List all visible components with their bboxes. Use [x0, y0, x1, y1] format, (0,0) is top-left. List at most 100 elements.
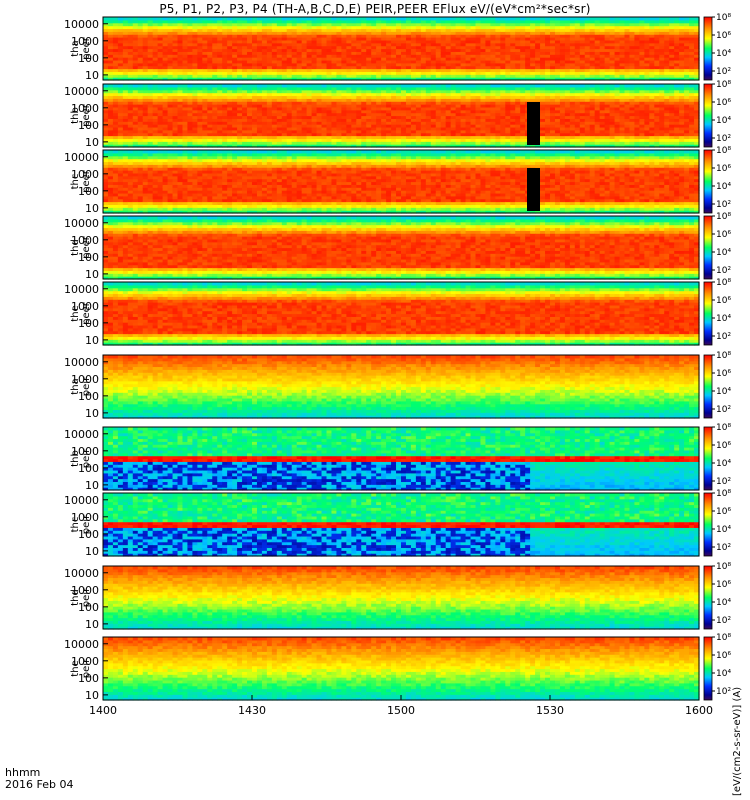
- spectrogram-cell: [266, 71, 273, 75]
- spectrogram-cell: [495, 22, 501, 27]
- spectrogram-cell: [495, 84, 501, 88]
- spectrogram-cell: [654, 17, 660, 21]
- spectrogram-cell: [614, 62, 621, 67]
- spectrogram-cell: [505, 45, 511, 50]
- spectrogram-cell: [172, 51, 179, 55]
- spectrogram-cell: [237, 77, 243, 81]
- spectrogram-cell: [391, 22, 397, 27]
- spectrogram-cell: [256, 31, 263, 35]
- spectrogram-cell: [281, 39, 288, 44]
- spectrogram-cell: [475, 25, 482, 30]
- spectrogram-cell: [227, 28, 233, 32]
- spectrogram-cell: [540, 39, 546, 44]
- spectrogram-cell: [505, 17, 511, 21]
- spectrogram-cell: [475, 22, 482, 27]
- spectrogram-cell: [266, 19, 273, 24]
- spectrogram-cell: [604, 59, 611, 64]
- spectrogram-cell: [182, 39, 189, 44]
- spectrogram-cell: [306, 62, 313, 67]
- spectrogram-cell: [306, 39, 313, 44]
- spectrogram-cell: [301, 65, 308, 70]
- spectrogram-cell: [331, 22, 338, 27]
- spectrogram-cell: [306, 31, 313, 35]
- spectrogram-cell: [604, 84, 611, 88]
- spectrogram-cell: [281, 37, 288, 41]
- spectrogram-cell: [212, 42, 218, 47]
- spectrogram-cell: [376, 42, 382, 47]
- spectrogram-cell: [107, 22, 114, 27]
- spectrogram-cell: [351, 62, 357, 67]
- spectrogram-cell: [535, 37, 541, 41]
- spectrogram-cell: [172, 68, 179, 73]
- spectrogram-cell: [142, 45, 149, 50]
- spectrogram-cell: [326, 62, 333, 67]
- spectrogram-cell: [232, 68, 238, 73]
- spectrogram-cell: [212, 45, 218, 50]
- spectrogram-cell: [535, 25, 541, 30]
- spectrogram-cell: [316, 84, 323, 88]
- spectrogram-cell: [137, 39, 144, 44]
- spectrogram-cell: [584, 22, 591, 27]
- spectrogram-cell: [545, 25, 551, 30]
- spectrogram-cell: [639, 22, 645, 27]
- spectrogram-cell: [311, 62, 318, 67]
- spectrogram-cell: [217, 22, 223, 27]
- spectrogram-cell: [152, 34, 159, 38]
- spectrogram-cell: [391, 84, 397, 88]
- spectrogram-cell: [495, 74, 501, 78]
- spectrogram-cell: [405, 59, 412, 64]
- spectrogram-cell: [569, 77, 576, 81]
- spectrogram-cell: [197, 28, 203, 32]
- spectrogram-cell: [227, 19, 233, 24]
- spectrogram-cell: [192, 34, 198, 38]
- spectrogram-cell: [316, 19, 323, 24]
- spectrogram-cell: [520, 51, 526, 55]
- spectrogram-cell: [306, 68, 313, 73]
- spectrogram-cell: [559, 62, 566, 67]
- spectrogram-cell: [207, 57, 213, 61]
- spectrogram-cell: [187, 19, 193, 24]
- spectrogram-cell: [346, 57, 352, 61]
- spectrogram-cell: [137, 28, 144, 32]
- spectrogram-cell: [425, 17, 432, 21]
- spectrogram-cell: [510, 51, 516, 55]
- spectrogram-cell: [122, 28, 129, 32]
- spectrogram-cell: [559, 59, 566, 64]
- spectrogram-cell: [495, 48, 501, 52]
- spectrogram-cell: [107, 54, 114, 58]
- spectrogram-cell: [361, 68, 367, 73]
- spectrogram-cell: [212, 51, 218, 55]
- spectrogram-cell: [614, 19, 621, 24]
- spectrogram-cell: [485, 54, 491, 58]
- spectrogram-cell: [227, 59, 233, 64]
- spectrogram-cell: [266, 74, 273, 78]
- spectrogram-cell: [381, 39, 387, 44]
- spectrogram-cell: [396, 59, 402, 64]
- spectrogram-cell: [217, 57, 223, 61]
- spectrogram-cell: [266, 31, 273, 35]
- spectrogram-cell: [569, 84, 576, 88]
- spectrogram-cell: [535, 71, 541, 75]
- spectrogram-cell: [366, 31, 372, 35]
- spectrogram-cell: [341, 71, 347, 75]
- spectrogram-cell: [371, 31, 377, 35]
- spectrogram-cell: [366, 37, 372, 41]
- spectrogram-cell: [490, 22, 496, 27]
- spectrogram-cell: [341, 28, 347, 32]
- spectrogram-cell: [271, 71, 278, 75]
- spectrogram-cell: [132, 68, 139, 73]
- spectrogram-cell: [445, 59, 452, 64]
- spectrogram-cell: [127, 34, 134, 38]
- spectrogram-cell: [341, 68, 347, 73]
- spectrogram-cell: [311, 28, 318, 32]
- spectrogram-cell: [415, 84, 422, 88]
- spectrogram-cell: [470, 84, 477, 88]
- spectrogram-cell: [420, 51, 427, 55]
- spectrogram-cell: [256, 51, 263, 55]
- spectrogram-cell: [634, 25, 640, 30]
- spectrogram-cell: [584, 54, 591, 58]
- spectrogram-cell: [639, 37, 645, 41]
- spectrogram-cell: [475, 77, 482, 81]
- spectrogram-cell: [197, 34, 203, 38]
